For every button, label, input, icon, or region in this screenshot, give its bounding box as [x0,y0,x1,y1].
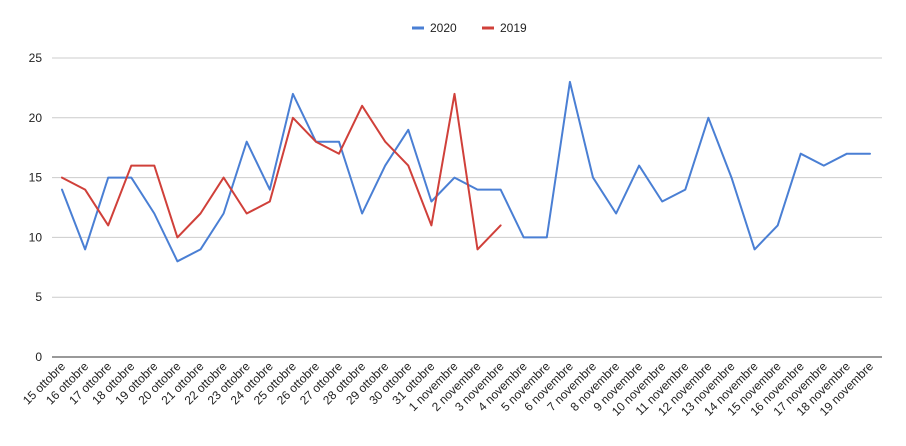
y-tick-label: 0 [35,350,42,364]
y-axis-ticks: 0 5 10 15 20 25 [29,51,43,364]
y-tick-label: 25 [29,51,43,65]
y-tick-label: 20 [29,111,43,125]
legend-label-2020: 2020 [430,21,457,35]
gridlines [52,57,882,358]
y-tick-label: 5 [35,290,42,304]
series-line-2020 [61,80,871,263]
series-lines [61,80,871,263]
legend: 2020 2019 [412,21,527,35]
y-tick-label: 15 [29,171,43,185]
series-line-2019 [61,92,502,251]
y-tick-label: 10 [29,230,43,244]
legend-label-2019: 2019 [500,21,527,35]
